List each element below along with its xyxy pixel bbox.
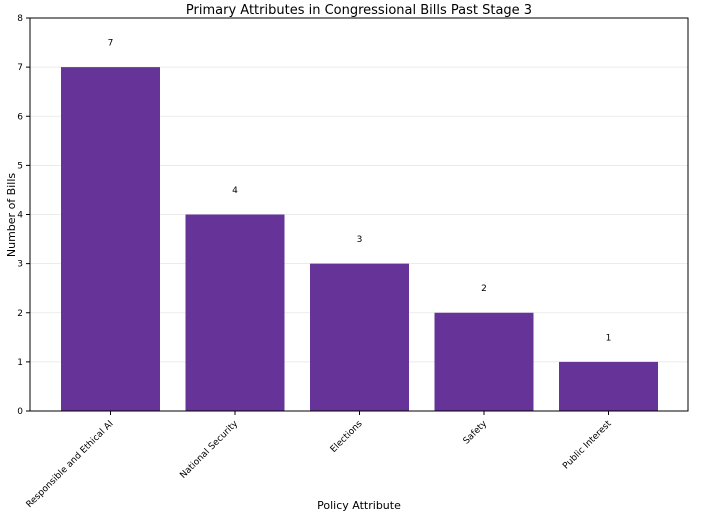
y-tick-label: 4 — [17, 211, 23, 221]
x-tick-label: Safety — [462, 419, 490, 447]
x-tick-label: Public Interest — [561, 419, 614, 472]
plot-frame — [29, 17, 689, 412]
bar — [61, 67, 160, 411]
bar — [310, 263, 409, 411]
y-tick-label: 5 — [17, 161, 23, 171]
bar-data-label: 7 — [108, 39, 114, 49]
y-tick-label: 2 — [17, 309, 23, 319]
bar — [559, 361, 658, 411]
x-tick-label: Elections — [329, 419, 365, 455]
x-tick-label: Responsible and Ethical AI — [25, 419, 116, 510]
y-tick-label: 1 — [17, 358, 23, 368]
x-axis-ticks: Responsible and Ethical AI National Secur… — [25, 411, 614, 510]
y-tick-label: 8 — [17, 14, 23, 24]
bar-data-label: 3 — [357, 235, 363, 245]
y-tick-label: 6 — [17, 112, 23, 122]
chart-title: Primary Attributes in Congressional Bill… — [186, 3, 532, 18]
bar-data-label: 4 — [232, 186, 238, 196]
bar — [434, 312, 534, 411]
y-tick-label: 3 — [17, 260, 23, 270]
data-labels-group: 7 4 3 2 1 — [108, 39, 612, 344]
bars-group — [61, 67, 658, 411]
y-axis-label: Number of Bills — [5, 173, 18, 257]
bar-data-label: 2 — [481, 284, 487, 294]
x-tick-label: National Security — [178, 419, 240, 481]
y-tick-label: 0 — [17, 407, 23, 417]
bar-data-label: 1 — [606, 333, 612, 343]
bar — [185, 214, 285, 411]
x-axis-label: Policy Attribute — [317, 499, 401, 512]
y-tick-label: 7 — [17, 63, 23, 73]
y-axis-ticks: 0 1 2 3 4 5 6 7 8 — [17, 14, 30, 417]
